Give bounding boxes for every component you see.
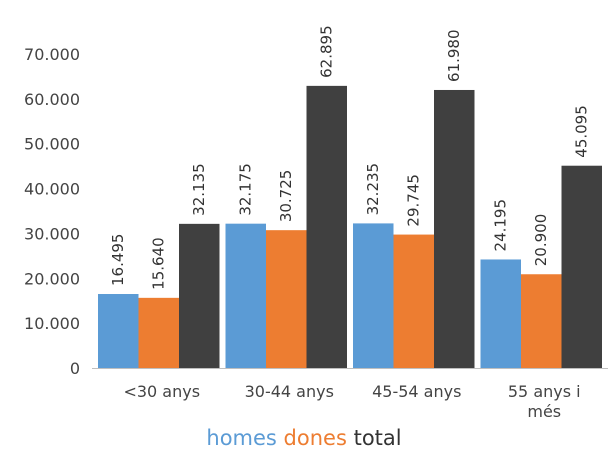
y-tick-label: 20.000	[24, 269, 80, 288]
data-label-dones: 30.725	[277, 170, 295, 223]
y-tick-label: 60.000	[24, 90, 80, 109]
category-label: 45-54 anys	[372, 382, 461, 401]
y-tick-label: 10.000	[24, 314, 80, 333]
y-tick-label: 0	[70, 359, 80, 378]
bar-total	[434, 89, 475, 368]
data-label-dones: 15.640	[150, 237, 168, 290]
bar-homes	[225, 223, 266, 368]
legend-entry-dones: dones	[277, 426, 347, 450]
bars	[98, 85, 602, 368]
data-label-homes: 32.175	[237, 163, 255, 216]
bar-total	[179, 223, 220, 368]
data-label-homes: 32.235	[364, 163, 382, 216]
legend-entry-homes: homes	[206, 426, 276, 450]
x-axis-labels: <30 anys 30-44 anys 45-54 anys 55 anys i més	[123, 382, 580, 421]
y-tick-label: 50.000	[24, 135, 80, 154]
bar-total	[561, 165, 602, 368]
category-label: 30-44 anys	[245, 382, 334, 401]
bar-homes	[480, 259, 521, 368]
y-tick-label: 30.000	[24, 224, 80, 243]
data-labels: 16.495 15.640 32.135 32.175 30.725 62.895 32.2…	[109, 25, 591, 289]
bar-homes	[353, 223, 394, 368]
bar-homes	[98, 294, 139, 368]
data-label-total: 62.895	[318, 25, 336, 78]
bar-dones	[393, 234, 434, 368]
bar-dones	[266, 230, 307, 368]
bar-dones	[521, 274, 562, 368]
data-label-homes: 24.195	[492, 199, 510, 252]
legend: homes dones total	[206, 426, 401, 450]
bar-total	[306, 85, 347, 368]
y-axis-ticks: 0 10.000 20.000 30.000 40.000 50.000 60.000 70.…	[24, 45, 80, 378]
bar-dones	[138, 297, 179, 368]
y-tick-label: 70.000	[24, 45, 80, 64]
data-label-dones: 29.745	[405, 174, 423, 227]
data-label-total: 45.095	[573, 105, 591, 158]
data-label-homes: 16.495	[109, 234, 127, 287]
y-tick-label: 40.000	[24, 180, 80, 199]
data-label-total: 32.135	[190, 163, 208, 216]
data-label-dones: 20.900	[532, 214, 550, 267]
category-label: 55 anys i més	[508, 382, 581, 421]
category-label: <30 anys	[123, 382, 200, 401]
data-label-total: 61.980	[445, 29, 463, 82]
legend-entry-total: total	[347, 426, 402, 450]
